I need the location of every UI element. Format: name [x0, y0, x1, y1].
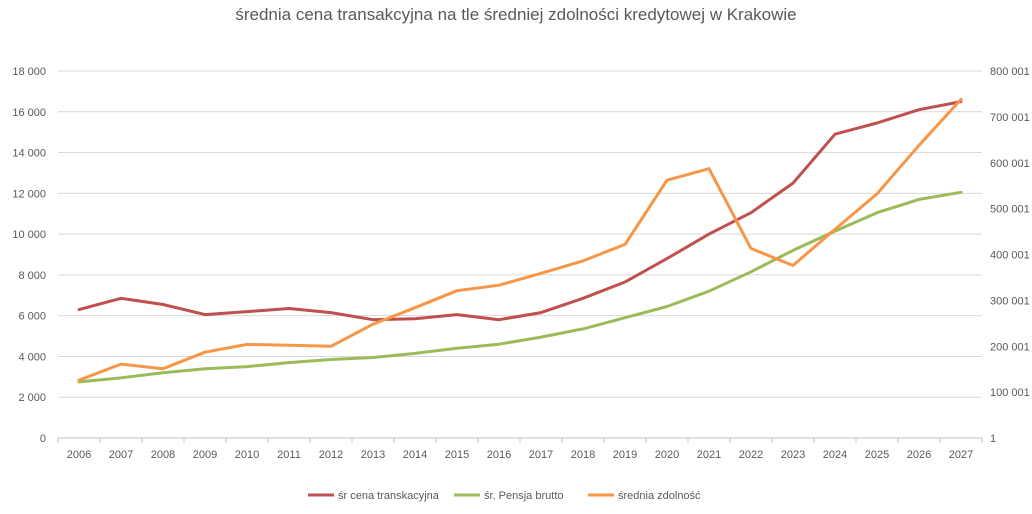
left-tick-label: 8 000 — [18, 270, 46, 282]
legend-entry: śr. Pensja brutto — [484, 490, 564, 502]
x-tick-label: 2006 — [67, 449, 91, 461]
left-tick-label: 16 000 — [12, 107, 46, 119]
left-tick-label: 4 000 — [18, 351, 46, 363]
right-tick-label: 800 001 — [990, 66, 1030, 78]
x-tick-label: 2026 — [907, 449, 931, 461]
x-tick-label: 2010 — [235, 449, 259, 461]
x-tick-label: 2011 — [277, 449, 301, 461]
left-tick-label: 14 000 — [12, 148, 46, 160]
x-tick-label: 2016 — [487, 449, 511, 461]
x-tick-label: 2017 — [529, 449, 553, 461]
x-tick-label: 2012 — [319, 449, 343, 461]
right-tick-label: 400 001 — [990, 250, 1030, 262]
series-line — [77, 190, 963, 384]
x-tick-label: 2027 — [949, 449, 973, 461]
right-tick-label: 300 001 — [990, 295, 1030, 307]
chart-title: średnia cena transakcyjna na tle średnie… — [235, 5, 796, 24]
x-tick-label: 2020 — [655, 449, 679, 461]
x-tick-label: 2009 — [193, 449, 217, 461]
right-tick-label: 200 001 — [990, 341, 1030, 353]
series-layer — [77, 97, 963, 384]
x-tick-label: 2025 — [865, 449, 889, 461]
x-tick-label: 2015 — [445, 449, 469, 461]
right-tick-label: 600 001 — [990, 158, 1030, 170]
x-axis-ticks: 2006 2007 2008 2009 2010 2011 2012 2013 2014 2015… — [57, 438, 983, 461]
x-tick-label: 2024 — [823, 449, 847, 461]
left-tick-label: 10 000 — [12, 229, 46, 241]
left-tick-label: 6 000 — [18, 311, 46, 323]
legend-entry: śr cena transkacyjna — [338, 490, 440, 502]
grid-layer — [58, 70, 982, 439]
right-tick-label: 100 001 — [990, 387, 1030, 399]
left-tick-label: 12 000 — [12, 188, 46, 200]
right-tick-label: 1 — [990, 433, 996, 445]
legend-entry: średnia zdolność — [618, 490, 701, 502]
series-line — [77, 100, 963, 322]
x-tick-label: 2014 — [403, 449, 427, 461]
x-tick-label: 2022 — [739, 449, 763, 461]
legend: śr cena transkacyjna śr. Pensja brutto śre… — [308, 490, 701, 502]
right-tick-label: 500 001 — [990, 204, 1030, 216]
left-tick-label: 0 — [40, 433, 46, 445]
x-tick-label: 2021 — [697, 449, 721, 461]
left-axis-ticks: 0 2 000 4 000 6 000 8 000 10 000 12 000 14 000 1… — [12, 66, 46, 445]
x-tick-label: 2019 — [613, 449, 637, 461]
x-tick-label: 2008 — [151, 449, 175, 461]
right-axis-ticks: 1 100 001 200 001 300 001 400 001 500 001 600 … — [990, 66, 1030, 445]
right-tick-label: 700 001 — [990, 112, 1030, 124]
x-tick-label: 2023 — [781, 449, 805, 461]
x-tick-label: 2007 — [109, 449, 133, 461]
left-tick-label: 2 000 — [18, 392, 46, 404]
left-tick-label: 18 000 — [12, 66, 46, 78]
series-line — [77, 97, 963, 382]
x-tick-label: 2013 — [361, 449, 385, 461]
x-tick-label: 2018 — [571, 449, 595, 461]
